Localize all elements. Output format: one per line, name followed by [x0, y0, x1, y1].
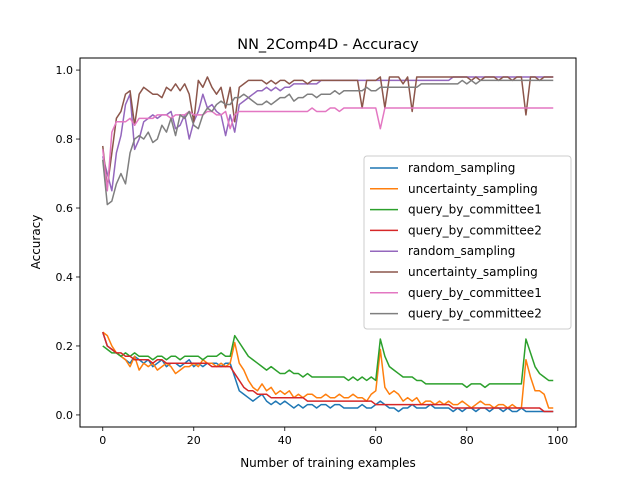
- series-line-5: [102, 76, 554, 189]
- x-axis-ticks: 0 20 40 60 80 100: [99, 427, 568, 447]
- series-layer: [102, 76, 554, 413]
- y-tick-label: 0.0: [56, 409, 74, 422]
- legend-label: query_by_committee1: [408, 203, 542, 217]
- y-tick-label: 0.8: [56, 133, 74, 146]
- x-tick-label: 0: [99, 434, 106, 447]
- axes-frame: [79, 57, 577, 428]
- legend-label: query_by_committee2: [408, 307, 542, 321]
- series-line-1: [102, 331, 554, 409]
- x-tick-label: 20: [187, 434, 201, 447]
- x-tick-label: 100: [547, 434, 568, 447]
- legend-box: [363, 155, 572, 330]
- legend-label: random_sampling: [408, 161, 515, 175]
- series-line-7: [102, 79, 554, 206]
- legend-label: query_by_committee2: [408, 223, 542, 237]
- y-tick-label: 1.0: [56, 64, 74, 77]
- series-line-2: [102, 334, 554, 389]
- x-tick-label: 60: [369, 434, 383, 447]
- legend-label: uncertainty_sampling: [408, 182, 538, 196]
- y-axis-ticks: 0.0 0.2 0.4 0.6 0.8 1.0: [56, 64, 80, 422]
- legend-label: query_by_committee1: [408, 286, 542, 300]
- legend: random_samplinguncertainty_samplingquery…: [363, 155, 572, 330]
- x-tick-label: 80: [460, 434, 474, 447]
- chart-title: NN_2Comp4D - Accuracy: [237, 37, 419, 53]
- y-axis-label: Accuracy: [29, 215, 43, 270]
- x-axis-label: Number of training examples: [240, 456, 416, 470]
- legend-label: random_sampling: [408, 244, 515, 258]
- y-tick-label: 0.4: [56, 271, 74, 284]
- legend-label: uncertainty_sampling: [408, 265, 538, 279]
- y-tick-label: 0.2: [56, 340, 74, 353]
- x-tick-label: 40: [278, 434, 292, 447]
- series-line-6: [102, 107, 554, 192]
- series-line-0: [102, 331, 554, 413]
- series-line-3: [102, 331, 554, 413]
- y-tick-label: 0.6: [56, 202, 74, 215]
